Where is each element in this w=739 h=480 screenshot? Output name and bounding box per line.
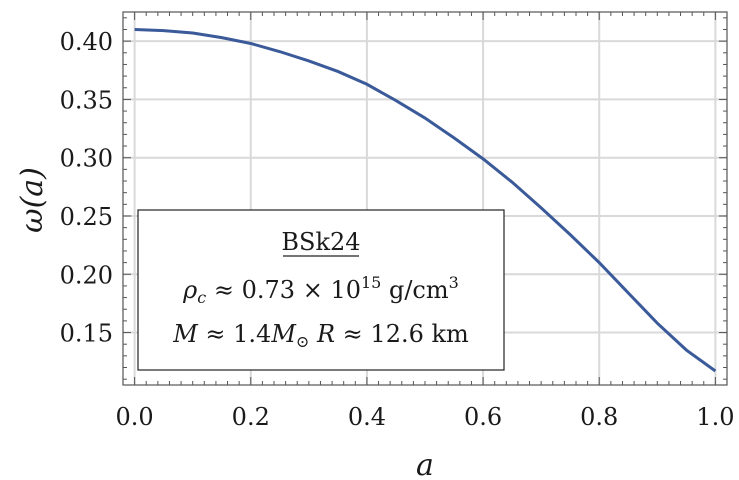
x-tick-label: 0.2 [232,403,270,431]
legend-title: BSk24 [281,228,360,256]
x-axis-title: a [416,448,434,480]
series-line [134,27,717,373]
minor-ticks [123,12,727,385]
y-tick-label: 0.15 [60,320,113,348]
y-axis-title: ω(a) [15,167,50,233]
y-tick-label: 0.40 [60,28,113,56]
legend-box [137,209,505,371]
x-tick-label: 1.0 [696,403,734,431]
y-tick-label: 0.25 [60,203,113,231]
tick-labels: 0.0 0.2 0.4 0.6 0.8 1.0 0.40 0.35 0.30 0.25 0.20 0.… [60,28,735,431]
y-tick-label: 0.30 [60,145,113,173]
y-tick-label: 0.35 [60,86,113,114]
legend-density-line: ρc ≈ 0.73 × 1015 g/cm3 [182,273,459,307]
legend: BSk24 ρc ≈ 0.73 × 1015 g/cm3 M ≈ 1.4M⊙ R… [137,209,505,371]
x-tick-label: 0.8 [580,403,618,431]
legend-mass-radius-line: M ≈ 1.4M⊙ R ≈ 12.6 km [172,320,469,351]
y-tick-label: 0.20 [60,261,113,289]
x-tick-label: 0.0 [116,403,154,431]
x-tick-label: 0.4 [348,403,386,431]
x-tick-label: 0.6 [464,403,502,431]
